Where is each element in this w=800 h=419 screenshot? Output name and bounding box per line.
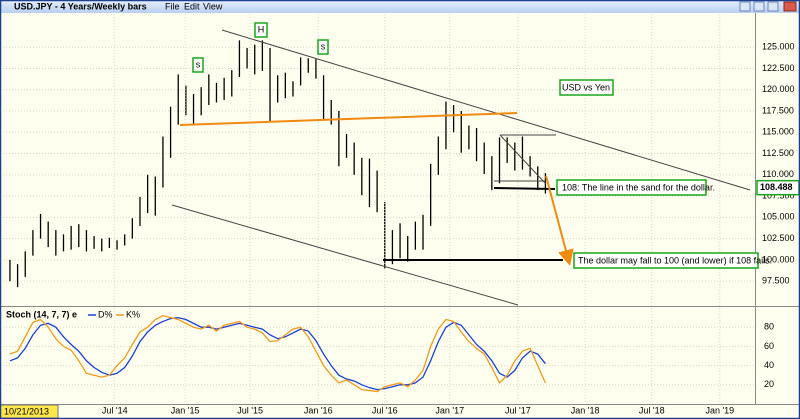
y-tick-label: 40: [764, 360, 774, 370]
y-tick-label: 110.000: [762, 169, 794, 179]
window-button[interactable]: [739, 1, 751, 12]
menu-item[interactable]: View: [203, 1, 223, 11]
annotation-box: [573, 252, 759, 269]
y-tick-label: 125.000: [762, 42, 795, 52]
close-button[interactable]: [783, 1, 797, 12]
annotation: 108: The line in the sand for the dollar…: [562, 182, 715, 192]
triangle-line: [499, 134, 547, 185]
window-button[interactable]: [767, 1, 779, 12]
x-tick-label: Jul '14: [102, 405, 128, 415]
legend-label: D%: [98, 309, 113, 319]
x-tick-label: Jul '18: [639, 405, 665, 415]
menu-item[interactable]: Edit: [184, 1, 200, 11]
y-tick-label: 120.000: [762, 84, 795, 94]
annotation: The dollar may fall to 100 (and lower) i…: [578, 255, 772, 265]
legend-label: K%: [126, 309, 140, 319]
x-tick-label: Jan '19: [705, 405, 734, 415]
x-tick-label: Jan '18: [571, 405, 600, 415]
annotation-box: [556, 179, 707, 196]
pattern-label-box: [254, 22, 268, 38]
indicator-line: [9, 314, 546, 393]
y-tick-label: 100.000: [762, 254, 795, 264]
last-price: 108.488: [760, 182, 793, 192]
neckline: [179, 112, 518, 126]
y-tick-label: 105.000: [762, 212, 795, 222]
annotation-box: [559, 79, 614, 96]
window-title: USD.JPY - 4 Years/Weekly bars: [14, 1, 147, 11]
y-tick-label: 102.500: [762, 233, 795, 243]
y-tick-label: 20: [764, 379, 774, 389]
annotation: USD vs Yen: [562, 82, 610, 92]
pattern-label: H: [258, 24, 265, 34]
y-tick-label: 117.500: [762, 105, 794, 115]
y-tick-label: 60: [764, 341, 774, 351]
indicator-line: [9, 316, 546, 391]
x-tick-label: Jul '17: [505, 405, 531, 415]
pattern-label: s: [321, 41, 326, 51]
window-button[interactable]: [753, 1, 765, 12]
x-tick-label: Jan '15: [171, 405, 200, 415]
trend-line: [171, 204, 519, 306]
x-tick-label: Jul '16: [372, 405, 398, 415]
x-tick-label: Jul '15: [237, 405, 263, 415]
y-tick-label: 80: [764, 322, 774, 332]
x-tick-label: Jan '17: [435, 405, 464, 415]
pattern-label-box: [317, 39, 329, 55]
menu-item[interactable]: File: [165, 1, 180, 11]
y-tick-label: 122.500: [762, 63, 795, 73]
x-tick-label: Jan '16: [304, 405, 333, 415]
y-tick-label: 97.500: [762, 276, 790, 286]
support-line: [493, 187, 556, 190]
y-tick-label: 112.500: [762, 148, 794, 158]
y-tick-label: 107.500: [762, 190, 795, 200]
indicator-title: Stoch (14, 7, 7) e: [6, 309, 77, 319]
title-bar: [0, 0, 800, 13]
pattern-label: s: [196, 59, 201, 69]
arrow: [545, 175, 574, 266]
y-tick-label: 115.000: [762, 127, 794, 137]
cursor-date: 10/21/2013: [4, 406, 49, 416]
pattern-label-box: [192, 57, 204, 73]
trend-line: [221, 29, 751, 191]
